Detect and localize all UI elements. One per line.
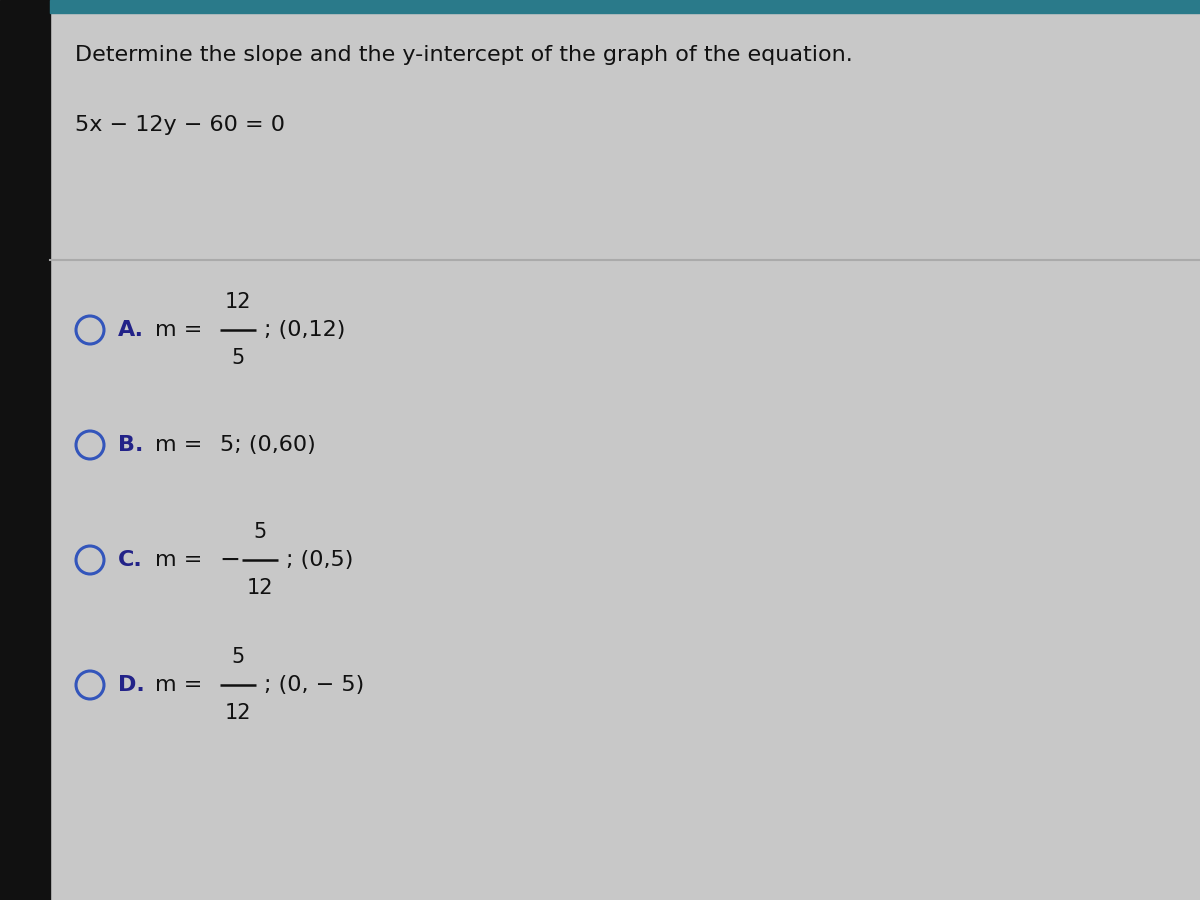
Text: 12: 12 <box>224 703 251 723</box>
Text: 12: 12 <box>247 578 274 598</box>
Text: D.: D. <box>118 675 145 695</box>
Text: 5: 5 <box>232 647 245 667</box>
Text: 5x − 12y − 60 = 0: 5x − 12y − 60 = 0 <box>74 115 286 135</box>
Text: ; (0,12): ; (0,12) <box>264 320 346 340</box>
Text: 5; (0,60): 5; (0,60) <box>220 435 316 455</box>
Text: A.: A. <box>118 320 144 340</box>
Text: Determine the slope and the y-intercept of the graph of the equation.: Determine the slope and the y-intercept … <box>74 45 853 65</box>
Text: m =: m = <box>155 550 203 570</box>
Text: 5: 5 <box>232 348 245 368</box>
Bar <box>50 0 1200 13</box>
Text: C.: C. <box>118 550 143 570</box>
Text: 5: 5 <box>253 522 266 542</box>
Text: m =: m = <box>155 320 203 340</box>
Text: ; (0,5): ; (0,5) <box>286 550 353 570</box>
Text: 12: 12 <box>224 292 251 312</box>
Text: −: − <box>220 548 250 572</box>
Text: ; (0, − 5): ; (0, − 5) <box>264 675 365 695</box>
Text: B.: B. <box>118 435 143 455</box>
Bar <box>0 0 50 900</box>
Text: m =: m = <box>155 675 203 695</box>
Text: m =: m = <box>155 435 203 455</box>
